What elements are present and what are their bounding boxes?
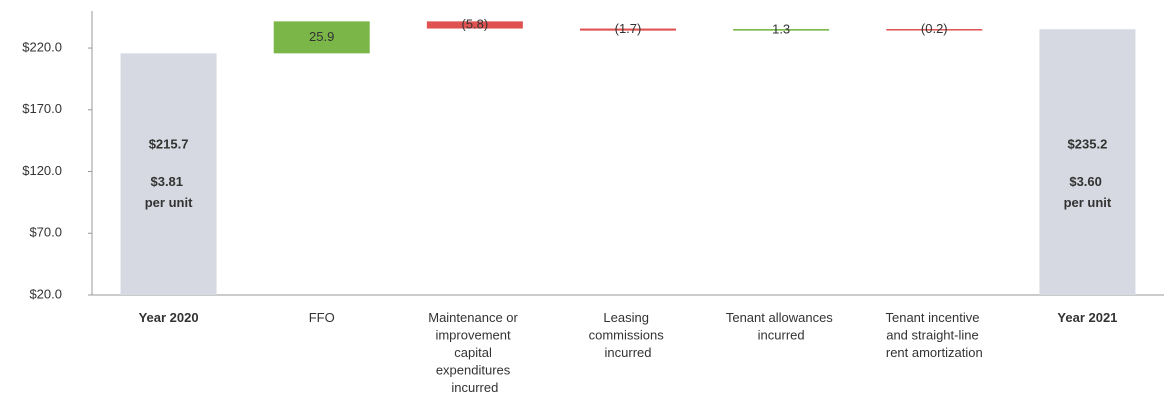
y-tick-label: $170.0: [22, 101, 62, 116]
x-tick-label: Year 2020: [139, 310, 199, 325]
x-tick-label: Maintenance or improvement capital expen…: [428, 310, 521, 395]
x-tick-label: Tenant allowances incurred: [726, 310, 837, 343]
bar: [273, 21, 370, 54]
y-tick-label: $120.0: [22, 163, 62, 178]
value-label: $215.7: [149, 136, 189, 151]
value-label: $235.2: [1068, 136, 1108, 151]
bar: [120, 53, 217, 295]
x-tick-label: Leasing commissions incurred: [589, 310, 668, 360]
y-tick-label: $70.0: [29, 225, 62, 240]
x-tick-label: Year 2021: [1057, 310, 1117, 325]
value-label: 1.3: [772, 21, 790, 36]
bar: [1039, 29, 1136, 296]
unit-label: $3.81 per unit: [145, 174, 193, 210]
bar: [580, 28, 676, 31]
bar: [426, 21, 523, 29]
unit-label: $3.60 per unit: [1064, 174, 1112, 210]
value-label: (0.2): [921, 21, 948, 36]
value-label: 25.9: [309, 29, 334, 44]
x-tick-label: FFO: [309, 310, 335, 325]
bar: [733, 29, 830, 31]
value-label: (1.7): [615, 21, 642, 36]
x-tick-label: Tenant incentive and straight-line rent …: [885, 310, 983, 360]
y-tick-label: $20.0: [29, 286, 62, 301]
bar: [886, 29, 983, 31]
value-label: (5.8): [461, 16, 488, 31]
y-tick-label: $220.0: [22, 39, 62, 54]
